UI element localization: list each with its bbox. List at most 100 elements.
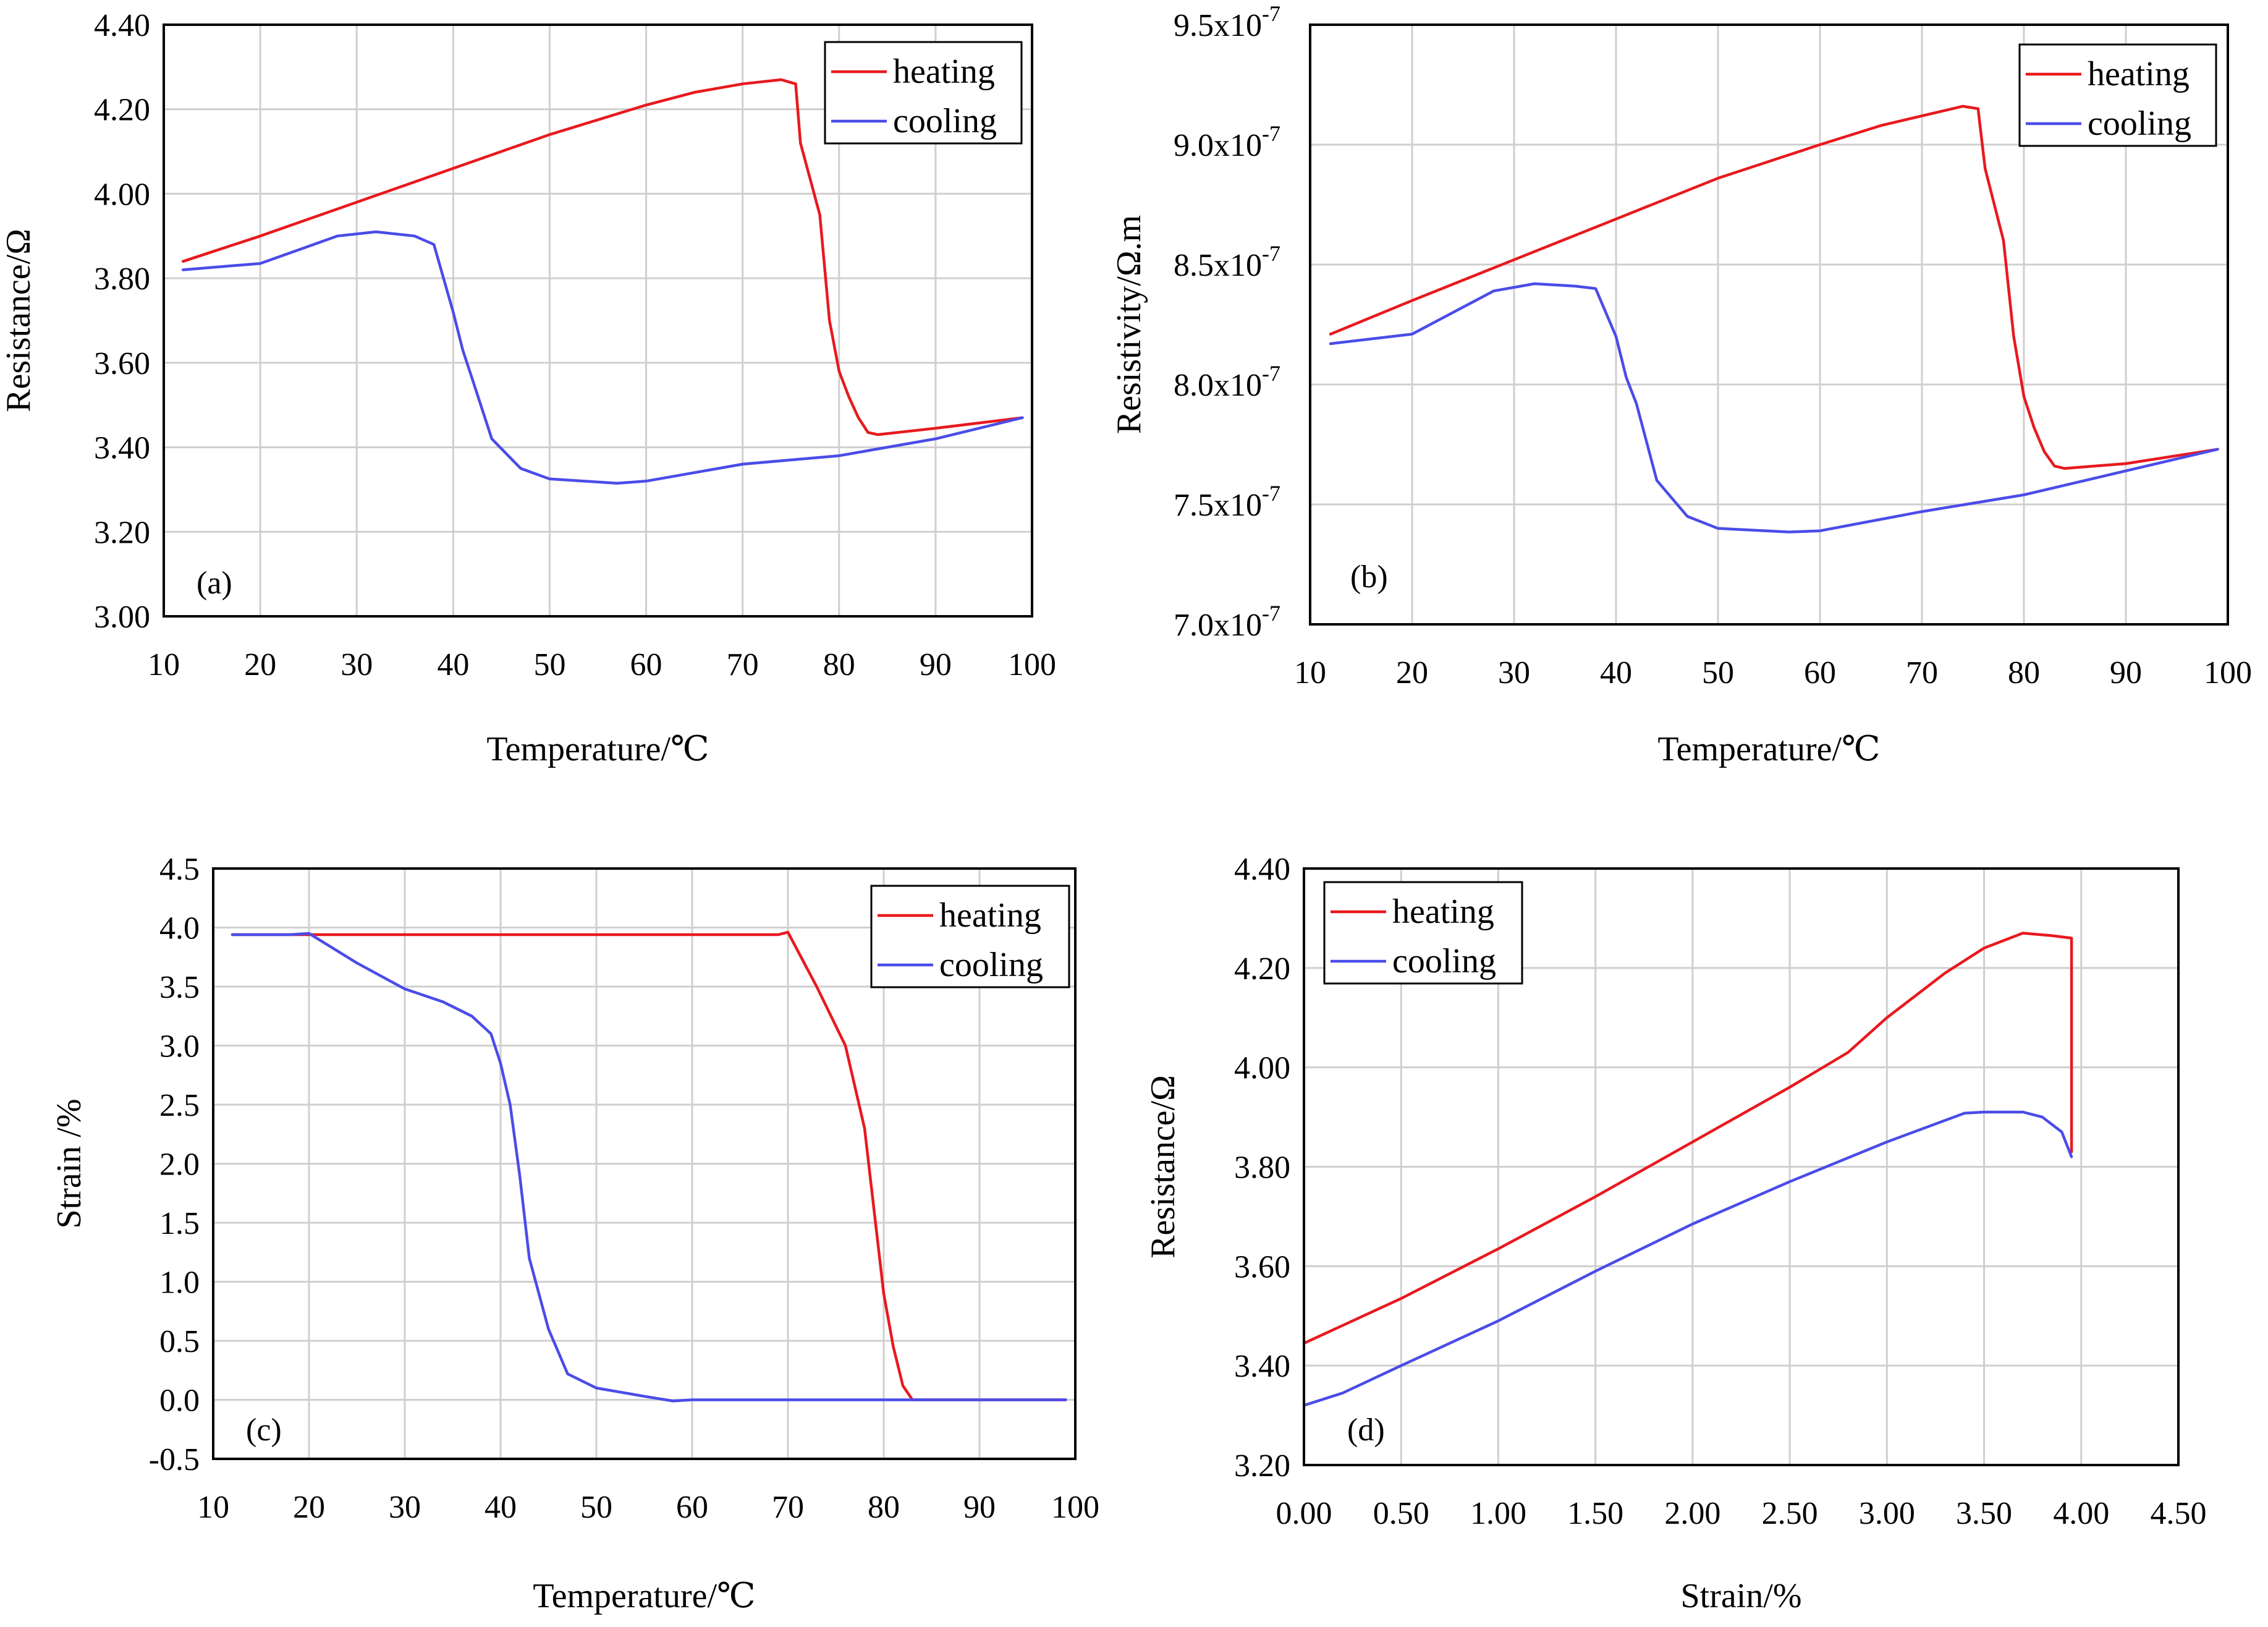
y-tick-label: 8.0x10-7 bbox=[1174, 361, 1280, 403]
y-tick-label: 3.40 bbox=[94, 431, 150, 466]
y-tick-label: 7.5x10-7 bbox=[1174, 481, 1280, 523]
heating-series-line bbox=[1302, 932, 2073, 1345]
x-tick-label: 50 bbox=[1702, 655, 1734, 690]
y-tick-label: 9.0x10-7 bbox=[1174, 121, 1280, 163]
cooling-series-line bbox=[181, 230, 1024, 485]
plot-frame bbox=[1309, 23, 2229, 626]
y-tick-label: 3.60 bbox=[1234, 1249, 1290, 1285]
y-tick-exponent: -7 bbox=[1262, 601, 1280, 626]
x-axis-title: Temperature/℃ bbox=[533, 1577, 755, 1615]
legend: heating cooling bbox=[1323, 881, 1523, 985]
x-tick-label: 10 bbox=[197, 1490, 229, 1525]
y-tick-label: 4.5 bbox=[159, 852, 200, 887]
cooling-legend-label: cooling bbox=[893, 102, 997, 140]
x-tick-label: 30 bbox=[341, 647, 373, 682]
panel-label: (c) bbox=[246, 1412, 282, 1448]
y-tick-label: 8.5x10-7 bbox=[1174, 241, 1280, 283]
x-tick-label: 20 bbox=[1396, 655, 1428, 690]
y-tick-label: 3.00 bbox=[94, 600, 150, 635]
y-tick-label: -0.5 bbox=[149, 1442, 200, 1477]
panel-c: 10 20 30 40 50 60 70 80 90 100 -0.5 0.0 0.5 1.0 1.5 2.0… bbox=[50, 852, 1099, 1615]
x-tick-label: 60 bbox=[1804, 655, 1836, 690]
x-tick-label: 20 bbox=[244, 647, 276, 682]
y-tick-label: 4.40 bbox=[94, 8, 150, 43]
y-tick-mantissa: 7.5x10 bbox=[1174, 488, 1262, 523]
y-tick-exponent: -7 bbox=[1262, 121, 1280, 146]
x-tick-label: 30 bbox=[1498, 655, 1530, 690]
y-axis-title: Resistance/Ω bbox=[0, 229, 38, 412]
y-tick-exponent: -7 bbox=[1262, 361, 1280, 386]
y-tick-label: 4.0 bbox=[159, 911, 200, 946]
y-tick-label: 3.80 bbox=[94, 261, 150, 297]
panel-label: (b) bbox=[1350, 559, 1388, 595]
heating-series-line bbox=[181, 78, 1024, 436]
x-axis-title: Temperature/℃ bbox=[486, 730, 709, 768]
y-tick-label: 3.5 bbox=[159, 970, 200, 1005]
heating-legend-label: heating bbox=[1392, 893, 1494, 931]
x-tick-label: 90 bbox=[920, 647, 952, 682]
x-tick-label: 2.50 bbox=[1762, 1496, 1818, 1531]
x-tick-label: 1.50 bbox=[1567, 1496, 1623, 1531]
cooling-legend-label: cooling bbox=[939, 946, 1043, 984]
x-tick-label: 40 bbox=[484, 1490, 517, 1525]
y-tick-mantissa: 8.5x10 bbox=[1174, 248, 1262, 283]
x-tick-label: 4.00 bbox=[2053, 1496, 2109, 1531]
y-tick-label: 3.20 bbox=[94, 515, 150, 550]
y-tick-label: 2.5 bbox=[159, 1088, 200, 1123]
x-tick-label: 50 bbox=[533, 647, 565, 682]
x-tick-label: 80 bbox=[2008, 655, 2040, 690]
x-tick-label: 90 bbox=[963, 1490, 996, 1525]
y-tick-exponent: -7 bbox=[1262, 1, 1280, 26]
y-tick-label: 0.5 bbox=[159, 1324, 200, 1359]
y-tick-mantissa: 9.5x10 bbox=[1174, 8, 1262, 43]
legend: heating cooling bbox=[870, 885, 1070, 988]
x-tick-label: 1.00 bbox=[1470, 1496, 1526, 1531]
y-tick-mantissa: 7.0x10 bbox=[1174, 608, 1262, 643]
x-tick-label: 100 bbox=[2204, 655, 2252, 690]
y-tick-label: 0.0 bbox=[159, 1383, 200, 1419]
x-tick-label: 70 bbox=[727, 647, 759, 682]
x-tick-label: 70 bbox=[772, 1490, 804, 1525]
y-tick-exponent: -7 bbox=[1262, 481, 1280, 506]
x-tick-label: 90 bbox=[2110, 655, 2142, 690]
x-tick-label: 10 bbox=[1294, 655, 1326, 690]
x-tick-label: 60 bbox=[630, 647, 662, 682]
legend-box bbox=[1323, 881, 1523, 985]
x-axis-title: Strain/% bbox=[1681, 1577, 1802, 1615]
y-tick-label: 3.20 bbox=[1234, 1448, 1290, 1484]
y-tick-label: 3.40 bbox=[1234, 1349, 1290, 1384]
y-tick-mantissa: 9.0x10 bbox=[1174, 128, 1262, 163]
y-tick-exponent: -7 bbox=[1262, 241, 1280, 266]
y-tick-label: 1.5 bbox=[159, 1206, 200, 1241]
x-tick-label: 2.00 bbox=[1664, 1496, 1720, 1531]
panel-a: 10 20 30 40 50 60 70 80 90 100 3.00 3.20 3.40 3.60 3.8… bbox=[0, 8, 1056, 768]
x-tick-label: 0.50 bbox=[1373, 1496, 1429, 1531]
panel-d: 0.00 0.50 1.00 1.50 2.00 2.50 3.00 3.50 4.00 4.50… bbox=[1144, 852, 2207, 1615]
x-tick-label: 100 bbox=[1008, 647, 1056, 682]
x-tick-label: 30 bbox=[389, 1490, 421, 1525]
x-tick-label: 50 bbox=[580, 1490, 612, 1525]
cooling-legend-label: cooling bbox=[1392, 942, 1496, 980]
x-tick-label: 40 bbox=[437, 647, 469, 682]
x-tick-label: 70 bbox=[1906, 655, 1938, 690]
legend: heating cooling bbox=[2018, 43, 2217, 147]
y-tick-label: 2.0 bbox=[159, 1147, 200, 1183]
y-tick-label: 4.00 bbox=[94, 177, 150, 212]
legend: heating cooling bbox=[824, 41, 1023, 145]
panel-label: (d) bbox=[1347, 1412, 1385, 1448]
heating-legend-label: heating bbox=[2088, 55, 2190, 93]
y-tick-label: 4.40 bbox=[1234, 852, 1290, 887]
legend-box bbox=[2018, 43, 2217, 147]
x-tick-label: 60 bbox=[676, 1490, 708, 1525]
panel-label: (a) bbox=[197, 566, 232, 601]
heating-series-line bbox=[1329, 104, 2219, 470]
cooling-series-line bbox=[231, 932, 1067, 1403]
y-tick-mantissa: 8.0x10 bbox=[1174, 368, 1262, 403]
legend-box bbox=[870, 885, 1070, 988]
y-tick-label: 7.0x10-7 bbox=[1174, 601, 1280, 643]
plot-frame bbox=[212, 867, 1077, 1460]
x-tick-label: 10 bbox=[148, 647, 180, 682]
plot-frame bbox=[163, 23, 1033, 618]
y-tick-label: 3.60 bbox=[94, 346, 150, 381]
